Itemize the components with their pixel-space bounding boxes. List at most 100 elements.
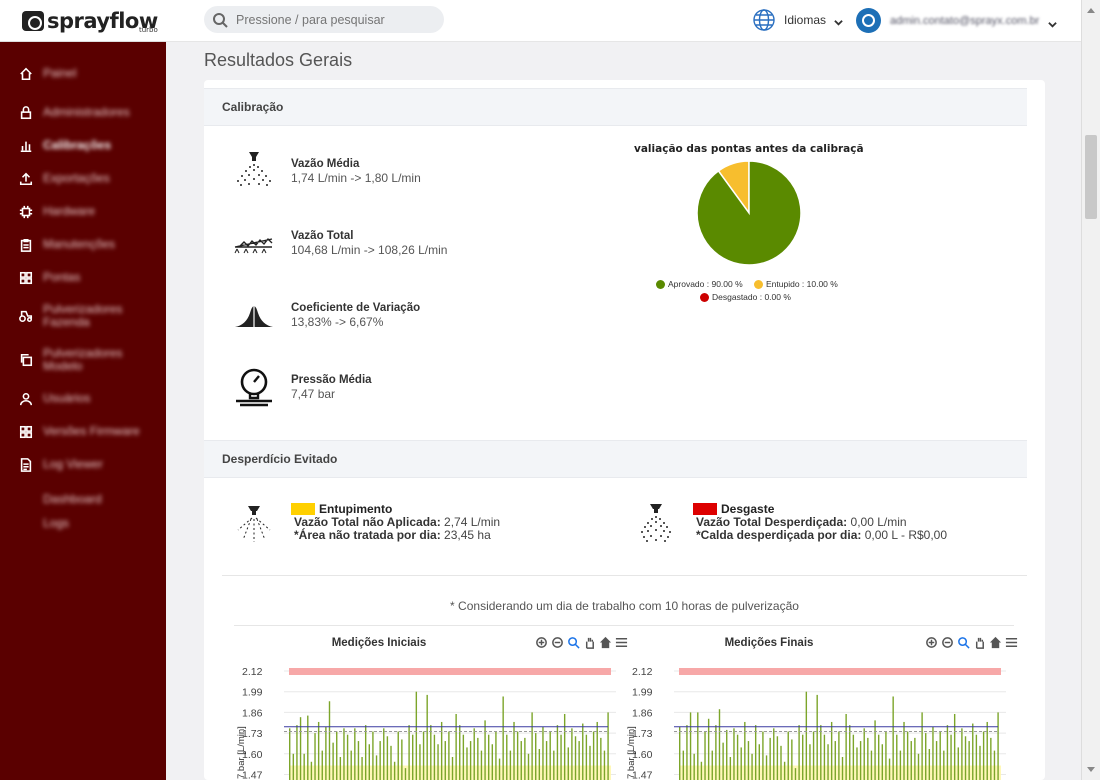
bar[interactable]	[538, 749, 541, 780]
bar[interactable]	[354, 728, 356, 780]
sidebar-item-exportacoes[interactable]: Exportações	[0, 162, 166, 195]
bar[interactable]	[289, 728, 291, 780]
bar[interactable]	[433, 734, 436, 780]
zoom-out-icon[interactable]	[941, 636, 954, 649]
bar[interactable]	[751, 753, 753, 780]
bar[interactable]	[578, 741, 580, 780]
bar[interactable]	[328, 701, 331, 780]
bar[interactable]	[707, 718, 710, 780]
scroll-thumb[interactable]	[1085, 135, 1097, 219]
bar[interactable]	[607, 712, 609, 780]
bar[interactable]	[314, 733, 316, 780]
bar[interactable]	[939, 731, 941, 780]
bar[interactable]	[444, 741, 446, 780]
sidebar-item-hardware[interactable]: Hardware	[0, 195, 166, 228]
bar[interactable]	[393, 761, 396, 780]
bar[interactable]	[459, 725, 461, 780]
language-selector[interactable]: Idiomas	[752, 8, 843, 32]
bar[interactable]	[357, 741, 360, 780]
bar[interactable]	[961, 728, 963, 780]
bar[interactable]	[368, 744, 370, 780]
bar[interactable]	[925, 733, 927, 780]
bar[interactable]	[563, 713, 566, 780]
bar[interactable]	[859, 741, 862, 780]
bar[interactable]	[754, 725, 757, 780]
bar[interactable]	[957, 747, 959, 780]
bar[interactable]	[469, 741, 472, 780]
bar[interactable]	[722, 742, 724, 780]
zoom-select-icon[interactable]	[957, 636, 970, 649]
bar[interactable]	[412, 734, 414, 780]
bar[interactable]	[386, 736, 389, 780]
bar[interactable]	[975, 734, 978, 780]
bar[interactable]	[375, 755, 378, 780]
bar[interactable]	[874, 720, 876, 780]
sidebar-item-pulverizadores-fazenda[interactable]: Pulverizadores Fazenda	[0, 294, 166, 338]
bar[interactable]	[834, 741, 836, 780]
bar[interactable]	[390, 745, 392, 780]
pie-legend-desgastado[interactable]: Desgastado : 0.00 %	[700, 292, 791, 302]
bar[interactable]	[513, 721, 515, 780]
bar[interactable]	[299, 717, 302, 780]
bar[interactable]	[729, 756, 732, 780]
bar[interactable]	[372, 731, 374, 780]
bar[interactable]	[830, 721, 833, 780]
bar[interactable]	[896, 734, 898, 780]
bar[interactable]	[892, 696, 894, 780]
user-menu[interactable]: admin.contato@sprayx.com.br	[856, 8, 1058, 33]
bar[interactable]	[711, 750, 713, 780]
bar[interactable]	[885, 731, 887, 780]
bar[interactable]	[484, 720, 486, 780]
bar[interactable]	[397, 731, 399, 780]
bar[interactable]	[346, 734, 349, 780]
bar[interactable]	[415, 691, 418, 780]
bar[interactable]	[448, 731, 450, 780]
bar[interactable]	[805, 691, 808, 780]
bar[interactable]	[823, 734, 826, 780]
bar[interactable]	[726, 729, 728, 780]
bar[interactable]	[693, 753, 695, 780]
bar[interactable]	[592, 731, 595, 780]
bar[interactable]	[527, 753, 530, 780]
bar[interactable]	[863, 728, 865, 780]
pie-legend-aprovado[interactable]: Aprovado : 90.00 %	[656, 279, 743, 289]
sidebar-item-log-viewer[interactable]: Log Viewer	[0, 448, 166, 481]
sidebar-subitem-dashboard[interactable]: Dashboard	[0, 487, 166, 511]
bar[interactable]	[993, 750, 996, 780]
pan-hand-icon[interactable]	[583, 636, 596, 649]
menu-icon[interactable]	[1005, 636, 1018, 649]
search-box[interactable]	[204, 6, 444, 33]
bar[interactable]	[964, 736, 967, 780]
page-scrollbar[interactable]	[1081, 0, 1100, 780]
sidebar-item-versoes-firmware[interactable]: Versões Firmware	[0, 415, 166, 448]
bar[interactable]	[867, 737, 869, 780]
bar[interactable]	[838, 731, 840, 780]
bar[interactable]	[361, 756, 363, 780]
bar[interactable]	[509, 750, 512, 780]
sidebar-item-manutencoes[interactable]: Manutenções	[0, 228, 166, 261]
bar[interactable]	[783, 761, 786, 780]
search-input[interactable]	[236, 12, 426, 27]
bar[interactable]	[473, 728, 475, 780]
bar[interactable]	[430, 725, 432, 780]
bar[interactable]	[350, 750, 352, 780]
bar[interactable]	[408, 725, 410, 780]
bar[interactable]	[809, 744, 811, 780]
bar[interactable]	[364, 725, 367, 780]
bar[interactable]	[849, 725, 851, 780]
bar[interactable]	[531, 712, 533, 780]
bar[interactable]	[914, 737, 916, 780]
bar[interactable]	[791, 739, 793, 780]
sidebar-item-administradores[interactable]: Administradores	[0, 96, 166, 129]
bar[interactable]	[744, 721, 746, 780]
bar[interactable]	[455, 713, 457, 780]
bar[interactable]	[451, 756, 454, 780]
bar[interactable]	[928, 749, 931, 780]
bar[interactable]	[589, 745, 591, 780]
bar[interactable]	[679, 726, 681, 780]
bar[interactable]	[343, 728, 345, 780]
bar[interactable]	[820, 725, 822, 780]
bar[interactable]	[903, 721, 905, 780]
bar[interactable]	[686, 725, 688, 780]
sidebar-item-calibracoes[interactable]: Calibrações	[0, 129, 166, 162]
